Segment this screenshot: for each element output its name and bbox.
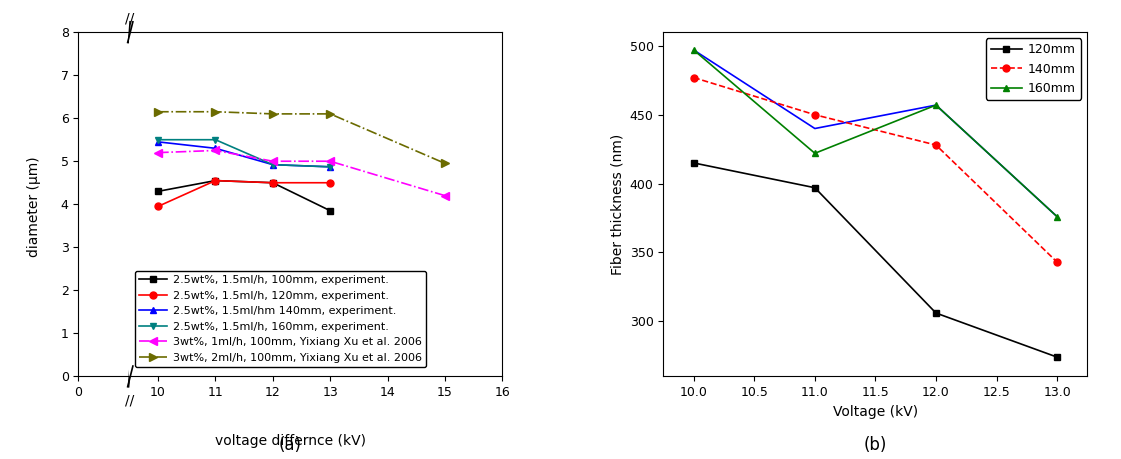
Line: 2.5wt%, 1.5ml/h, 160mm, experiment.: 2.5wt%, 1.5ml/h, 160mm, experiment.	[155, 136, 334, 170]
Line: 160mm: 160mm	[691, 46, 1060, 220]
2.5wt%, 1.5ml/h, 100mm, experiment.	[324, 208, 337, 213]
2.5wt%, 1.5ml/h, 160mm, experiment.	[209, 137, 222, 142]
3wt%, 1ml/h, 100mm, Yixiang Xu et al. 2006	[438, 193, 452, 198]
Legend: 120mm, 140mm, 160mm: 120mm, 140mm, 160mm	[985, 39, 1081, 100]
3wt%, 1ml/h, 100mm, Yixiang Xu et al. 2006	[266, 158, 279, 164]
3wt%, 1ml/h, 100mm, Yixiang Xu et al. 2006	[151, 150, 165, 155]
160mm	[1050, 214, 1064, 219]
3wt%, 2ml/h, 100mm, Yixiang Xu et al. 2006	[209, 109, 222, 114]
160mm	[687, 47, 701, 53]
Y-axis label: Fiber thickness (nm): Fiber thickness (nm)	[610, 134, 624, 275]
2.5wt%, 1.5ml/h, 160mm, experiment.	[324, 164, 337, 169]
120mm	[1050, 354, 1064, 360]
2.5wt%, 1.5ml/h, 100mm, experiment.	[151, 189, 165, 194]
140mm	[687, 75, 701, 80]
Text: //: //	[124, 11, 135, 25]
160mm	[808, 151, 822, 156]
Text: //: //	[124, 393, 135, 408]
2.5wt%, 1.5ml/h, 160mm, experiment.	[266, 162, 279, 168]
120mm	[808, 185, 822, 190]
3wt%, 1ml/h, 100mm, Yixiang Xu et al. 2006	[209, 148, 222, 153]
Legend: 2.5wt%, 1.5ml/h, 100mm, experiment., 2.5wt%, 1.5ml/h, 120mm, experiment., 2.5wt%: 2.5wt%, 1.5ml/h, 100mm, experiment., 2.5…	[135, 271, 426, 367]
2.5wt%, 1.5ml/h, 120mm, experiment.	[209, 178, 222, 183]
140mm	[808, 112, 822, 118]
X-axis label: Voltage (kV): Voltage (kV)	[833, 405, 918, 419]
Line: 2.5wt%, 1.5ml/h, 120mm, experiment.: 2.5wt%, 1.5ml/h, 120mm, experiment.	[155, 177, 334, 210]
140mm	[1050, 259, 1064, 265]
160mm	[929, 102, 943, 108]
Line: 2.5wt%, 1.5ml/hm 140mm, experiment.: 2.5wt%, 1.5ml/hm 140mm, experiment.	[155, 138, 334, 170]
2.5wt%, 1.5ml/h, 120mm, experiment.	[324, 180, 337, 185]
Text: (a): (a)	[279, 437, 302, 454]
Line: 3wt%, 2ml/h, 100mm, Yixiang Xu et al. 2006: 3wt%, 2ml/h, 100mm, Yixiang Xu et al. 20…	[154, 107, 450, 168]
2.5wt%, 1.5ml/h, 100mm, experiment.	[266, 180, 279, 185]
Line: 3wt%, 1ml/h, 100mm, Yixiang Xu et al. 2006: 3wt%, 1ml/h, 100mm, Yixiang Xu et al. 20…	[154, 146, 450, 200]
2.5wt%, 1.5ml/hm 140mm, experiment.	[151, 139, 165, 145]
120mm	[687, 160, 701, 166]
3wt%, 2ml/h, 100mm, Yixiang Xu et al. 2006	[151, 109, 165, 114]
2.5wt%, 1.5ml/h, 120mm, experiment.	[151, 204, 165, 209]
2.5wt%, 1.5ml/h, 160mm, experiment.	[151, 137, 165, 142]
3wt%, 2ml/h, 100mm, Yixiang Xu et al. 2006	[324, 111, 337, 117]
2.5wt%, 1.5ml/hm 140mm, experiment.	[266, 162, 279, 168]
3wt%, 1ml/h, 100mm, Yixiang Xu et al. 2006	[324, 158, 337, 164]
2.5wt%, 1.5ml/hm 140mm, experiment.	[324, 164, 337, 169]
Line: 120mm: 120mm	[691, 159, 1060, 361]
3wt%, 2ml/h, 100mm, Yixiang Xu et al. 2006	[438, 161, 452, 166]
140mm	[929, 142, 943, 148]
2.5wt%, 1.5ml/h, 120mm, experiment.	[266, 180, 279, 185]
Text: voltage differnce (kV): voltage differnce (kV)	[215, 434, 365, 448]
Text: diameter (μm): diameter (μm)	[27, 156, 40, 257]
120mm	[929, 310, 943, 316]
Line: 2.5wt%, 1.5ml/h, 100mm, experiment.: 2.5wt%, 1.5ml/h, 100mm, experiment.	[155, 177, 334, 214]
2.5wt%, 1.5ml/h, 100mm, experiment.	[209, 178, 222, 183]
3wt%, 2ml/h, 100mm, Yixiang Xu et al. 2006	[266, 111, 279, 117]
2.5wt%, 1.5ml/hm 140mm, experiment.	[209, 146, 222, 151]
Line: 140mm: 140mm	[691, 74, 1060, 266]
Text: (b): (b)	[863, 437, 887, 454]
